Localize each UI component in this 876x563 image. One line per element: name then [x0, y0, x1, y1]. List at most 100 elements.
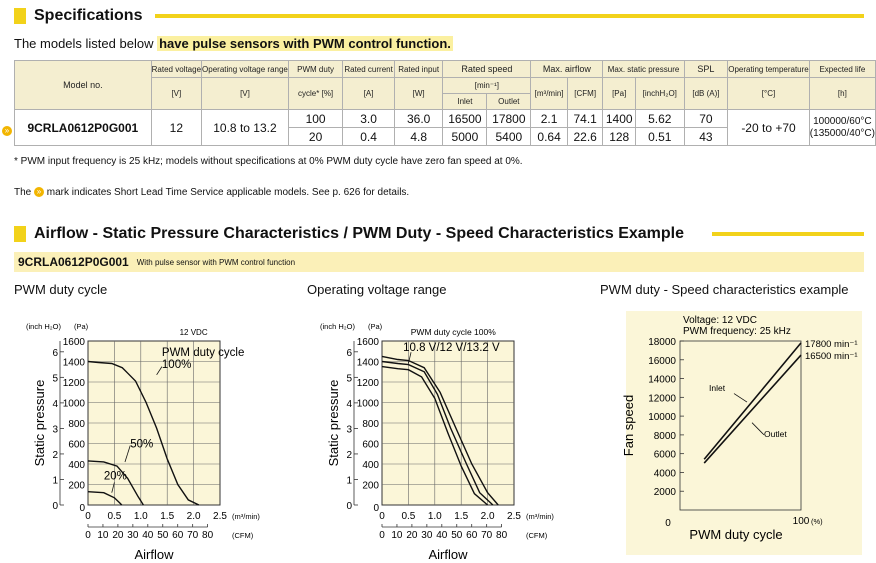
- x-tick-label: 0: [665, 518, 671, 529]
- chart-operating-voltage: 200400600800100012001400160000123456(inc…: [320, 322, 554, 562]
- y-tick-label: 800: [68, 419, 85, 430]
- cell-pressure-pa: 1400: [602, 109, 636, 128]
- chart-speed-characteristics: 2000 4000 6000 8000 10000 12000 14000 16000 1800…: [621, 311, 862, 555]
- cell-pressure-inch: 5.62: [634, 109, 685, 128]
- table-row: 20 0.4 4.8 5000 5400 0.64 22.6 128 0.51 …: [15, 127, 876, 146]
- specifications-header: Specifications: [14, 6, 142, 26]
- y-tick-label: 16000: [648, 356, 676, 367]
- inch-tick-label: 4: [52, 399, 58, 410]
- unit-pressure-pa: [Pa]: [602, 77, 636, 110]
- plot-area: [679, 340, 802, 511]
- y-axis-title: Static pressure: [326, 380, 341, 467]
- y-tick-label: 12000: [648, 393, 676, 404]
- header-speed-inlet: Inlet: [442, 93, 488, 110]
- x-tick-label: 2.5: [507, 511, 521, 522]
- unit-input: [W]: [393, 77, 444, 110]
- unit-cfm-label: (CFM): [232, 531, 254, 540]
- annotation-leader: [111, 482, 115, 493]
- cell-pressure-inch: 0.51: [634, 127, 685, 146]
- section-marker: [14, 226, 26, 242]
- y-tick-label: 400: [362, 460, 379, 471]
- info-frequency: PWM frequency: 25 kHz: [683, 326, 791, 337]
- x-unit-label: (%): [811, 517, 823, 526]
- x-tick-label: 0: [379, 511, 385, 522]
- footnote-mark-prefix: The: [14, 187, 35, 198]
- characteristics-title: Airflow - Static Pressure Characteristic…: [34, 225, 684, 242]
- inch-tick-label: 2: [346, 450, 352, 461]
- chart-pwm-duty-cycle: 200400600800100012001400160000123456(inc…: [26, 322, 260, 562]
- annotation-leader: [408, 352, 412, 364]
- cfm-tick-label: 50: [157, 530, 169, 541]
- header-airflow: Max. airflow: [530, 60, 604, 78]
- unit-op-voltage: [V]: [201, 77, 289, 110]
- y-tick-label: 200: [68, 481, 85, 492]
- y-tick-label: 400: [68, 460, 85, 471]
- end-label-16500: 16500 min⁻¹: [805, 351, 858, 362]
- y-tick-label: 1400: [357, 358, 380, 369]
- annotation-leader: [156, 366, 163, 376]
- cfm-tick-label: 40: [436, 530, 448, 541]
- unit-speed: [min⁻¹]: [442, 77, 532, 94]
- cfm-tick-label: 50: [451, 530, 463, 541]
- chart2-title: Operating voltage range: [307, 282, 447, 297]
- unit-current: [A]: [342, 77, 395, 110]
- x-tick-label: 0.5: [401, 511, 415, 522]
- spec-table: Model no. Rated voltage Operating voltag…: [14, 60, 876, 146]
- y-tick-label: 6000: [654, 450, 677, 461]
- cell-op-voltage: 10.8 to 13.2: [201, 109, 289, 146]
- cfm-tick-label: 80: [202, 530, 214, 541]
- inch-tick-label: 4: [346, 399, 352, 410]
- inch-tick-label: 0: [346, 501, 352, 512]
- cell-temp: -20 to +70: [727, 109, 810, 146]
- life-secondary: (135000/40°C): [809, 127, 875, 139]
- cell-inlet: 16500: [442, 109, 488, 128]
- x-tick-label: 2.0: [481, 511, 495, 522]
- annotation-pwm-100: PWM duty cycle 100%: [411, 327, 496, 337]
- y-axis-title: Static pressure: [32, 380, 47, 467]
- cell-input: 36.0: [393, 109, 444, 128]
- series-line: [87, 360, 200, 506]
- header-spl: SPL: [683, 60, 729, 78]
- chart3-title: PWM duty - Speed characteristics example: [600, 282, 849, 297]
- cell-pressure-pa: 128: [602, 127, 636, 146]
- cell-inlet: 5000: [442, 127, 488, 146]
- short-lead-time-icon: »: [2, 126, 12, 136]
- charts-canvas: 200400600800100012001400160000123456(inc…: [26, 311, 862, 562]
- inch-tick-label: 6: [52, 348, 58, 359]
- y-tick-label: 8000: [654, 431, 677, 442]
- chart1-title: PWM duty cycle: [14, 282, 108, 297]
- unit-inch-label: (inch H₂O): [320, 322, 356, 331]
- unit-m3-label: (m³/min): [232, 512, 260, 521]
- series-line: [703, 354, 802, 464]
- header-pwm: PWM duty: [287, 60, 344, 78]
- series-line: [87, 491, 123, 506]
- y-tick-label: 600: [68, 440, 85, 451]
- header-current: Rated current: [342, 60, 395, 78]
- section-marker: [14, 8, 26, 24]
- annotation-50: 50%: [130, 439, 153, 451]
- cfm-tick-label: 20: [406, 530, 418, 541]
- cell-airflow-m3: 0.64: [530, 127, 568, 146]
- y-tick-label: 1600: [357, 337, 380, 348]
- inch-tick-label: 0: [52, 501, 58, 512]
- y-tick-label: 18000: [648, 337, 676, 348]
- inch-tick-label: 3: [52, 424, 58, 435]
- unit-cfm-label: (CFM): [526, 531, 548, 540]
- series-line: [381, 360, 494, 506]
- cell-input: 4.8: [393, 127, 444, 146]
- y-tick-label: 0: [79, 503, 85, 514]
- cell-airflow-cfm: 22.6: [566, 127, 604, 146]
- cell-rated-voltage: 12: [150, 109, 203, 146]
- header-model: Model no.: [14, 60, 152, 110]
- y-tick-label: 10000: [648, 412, 676, 423]
- cfm-tick-label: 30: [421, 530, 433, 541]
- cell-spl: 43: [683, 127, 729, 146]
- cfm-tick-label: 30: [127, 530, 139, 541]
- cell-pwm: 100: [287, 109, 344, 128]
- cell-spl: 70: [683, 109, 729, 128]
- series-label-outlet: Outlet: [764, 429, 787, 439]
- x-tick-label: 0: [85, 511, 91, 522]
- x-tick-label: 1.0: [134, 511, 148, 522]
- annotation-leader: [751, 422, 765, 436]
- y-tick-label: 200: [362, 481, 379, 492]
